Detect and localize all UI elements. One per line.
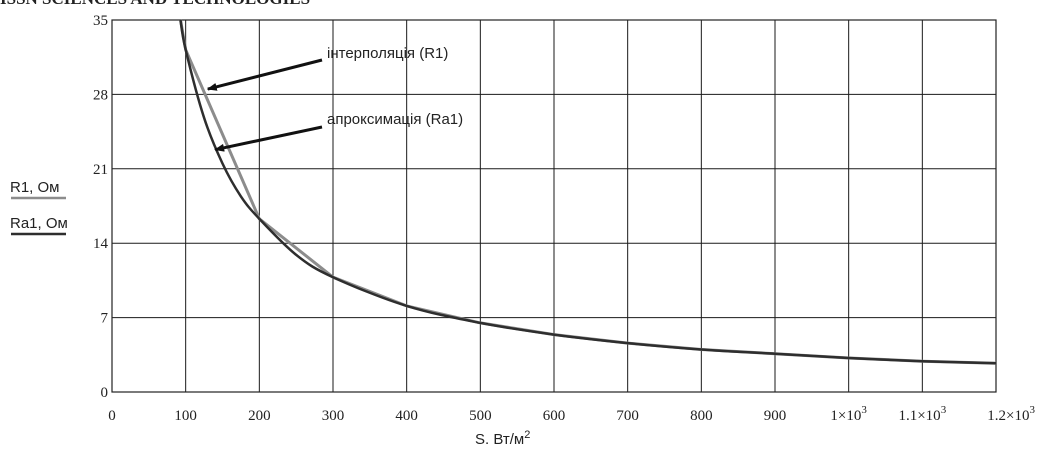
series-line-approximation [179,19,997,365]
y-axis-label-group: R1, Ом Ra1, Ом [10,179,68,236]
annotation-label-approximation: апроксимація (Ra1) [327,111,463,128]
y-tick-label: 0 [101,385,109,401]
x-tick-label: 0 [108,408,116,424]
series [179,19,997,365]
y-axis-ticks: 0 7 14 21 28 35 [93,13,109,401]
annotation-label-interpolation: інтерполяція (R1) [327,45,448,62]
x-tick-label: 700 [616,408,639,424]
series-line-interpolation [179,19,997,365]
x-axis-ticks: 0 100 200 300 400 500 600 700 800 900 1×103 1.1×103… [108,404,1035,424]
x-tick-label: 300 [322,408,345,424]
annotation-arrow-interpolation [206,58,323,91]
x-tick-label: 1×103 [830,404,867,424]
header-fragment: ISSN SCIENCES AND TECHNOLOGIES [0,0,1037,9]
y-tick-label: 21 [93,162,108,178]
y-tick-label: 28 [93,87,108,103]
y-axis-label-r1: R1, Ом [10,179,60,196]
x-tick-label: 500 [469,408,492,424]
x-tick-label: 200 [248,408,271,424]
grid [112,20,996,392]
x-tick-label: 900 [764,408,787,424]
annotation-arrow-approximation [214,125,323,152]
x-tick-label: 1.1×103 [898,404,946,424]
y-axis-label-ra1: Ra1, Ом [10,215,68,232]
x-tick-label: 600 [543,408,566,424]
annotations: інтерполяція (R1) апроксимація (Ra1) [206,45,463,152]
y-tick-label: 35 [93,13,108,29]
y-tick-label: 7 [101,311,109,327]
x-tick-label: 100 [174,408,197,424]
x-axis-label: S. Вт/м2 [475,429,530,448]
y-tick-label: 14 [93,236,109,252]
x-tick-label: 400 [395,408,418,424]
plot-frame [111,19,997,393]
x-tick-label: 800 [690,408,713,424]
x-tick-label: 1.2×103 [987,404,1035,424]
